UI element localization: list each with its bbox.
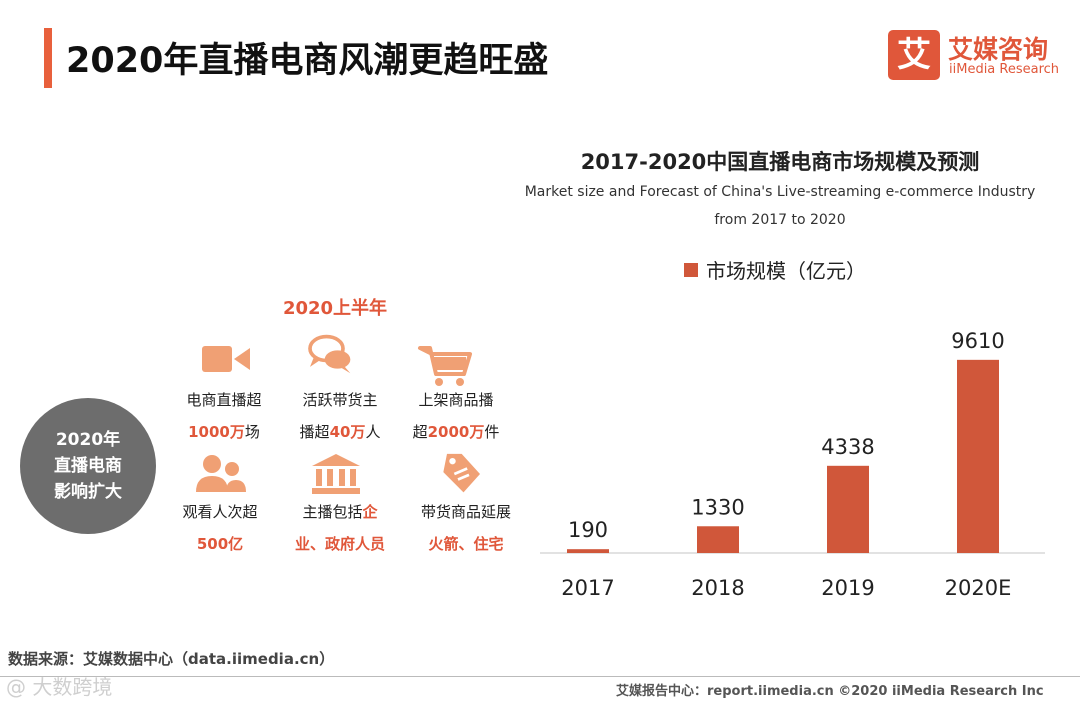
legend-swatch [684, 262, 698, 277]
stat-line2: 1000万场 [164, 416, 284, 448]
logo-name-en: iiMedia Research [949, 62, 1060, 77]
stat-line1: 主播包括企 [280, 496, 400, 528]
stat-line2: 超2000万件 [396, 416, 516, 448]
footer-divider [0, 676, 1080, 677]
chart-title: 2017-2020中国直播电商市场规模及预测 [580, 150, 980, 174]
summary-circle: 2020年 直播电商 影响扩大 [20, 398, 156, 534]
stat-host-types: 主播包括企业、政府人员 [280, 496, 400, 560]
stat-views: 观看人次超 500亿 [160, 496, 280, 560]
stat-line2: 火箭、住宅 [406, 528, 526, 560]
stat-text: 超 [412, 423, 428, 441]
legend-label: 市场规模（亿元） [706, 259, 866, 283]
stat-text: 活跃带货主 [302, 391, 378, 409]
stat-text: 件 [484, 423, 500, 441]
stat-active-hosts: 活跃带货主播超40万人 [280, 384, 400, 448]
stat-highlight: 500亿 [196, 535, 244, 553]
stat-line2: 业、政府人员 [280, 528, 400, 560]
bar-2019 [827, 465, 869, 553]
page-title: 2020年直播电商风潮更趋旺盛 [66, 41, 549, 81]
x-tick-label-2019: 2019 [821, 576, 874, 600]
stat-highlight: 企 [362, 503, 378, 521]
stat-highlight: 2000万 [427, 423, 485, 441]
x-tick-label-2017: 2017 [561, 576, 614, 600]
stat-listed-products: 上架商品播超2000万件 [396, 384, 516, 448]
stat-highlight: 火箭、住宅 [428, 535, 504, 553]
stat-text: 场 [244, 423, 260, 441]
stat-line1: 观看人次超 [160, 496, 280, 528]
video-camera-icon [202, 346, 250, 372]
chart-subtitle-line1: Market size and Forecast of China's Live… [524, 184, 1036, 200]
data-label-2018: 1330 [691, 495, 744, 519]
stat-highlight: 1000万 [188, 423, 245, 441]
chart-subtitle-line2: from 2017 to 2020 [714, 212, 846, 228]
data-source: 数据来源：艾媒数据中心（data.iimedia.cn） [8, 650, 335, 668]
iimedia-logo: 艾 艾媒咨询 iiMedia Research [888, 30, 1063, 82]
title-accent-bar [44, 28, 52, 88]
stat-text: 上架商品播 [418, 391, 494, 409]
circle-line: 直播电商 [54, 456, 122, 476]
circle-line: 影响扩大 [54, 482, 122, 502]
users-icon [196, 455, 246, 492]
stat-product-range: 带货商品延展 火箭、住宅 [406, 496, 526, 560]
footer-copyright: 艾媒报告中心：report.iimedia.cn ©2020 iiMedia R… [616, 684, 1044, 699]
stat-text: 人 [365, 423, 381, 441]
stat-line1: 带货商品延展 [406, 496, 526, 528]
stat-text: 主播包括 [302, 503, 363, 521]
x-tick-label-2020E: 2020E [945, 576, 1012, 600]
stat-line1: 活跃带货主 [280, 384, 400, 416]
stat-line1: 上架商品播 [396, 384, 516, 416]
government-building-icon [312, 454, 360, 494]
data-label-2017: 190 [568, 518, 608, 542]
bar-2018 [697, 526, 739, 553]
logo-mark: 艾 [888, 30, 940, 80]
price-tag-icon [443, 453, 480, 493]
stat-highlight: 业、政府人员 [294, 535, 385, 553]
stat-text: 播超 [299, 423, 330, 441]
bar-2017 [567, 549, 609, 553]
logo-name-cn: 艾媒咨询 [948, 35, 1049, 64]
stat-highlight: 40万 [329, 423, 366, 441]
chart-legend: 市场规模（亿元） [684, 255, 866, 283]
shopping-cart-icon [418, 346, 472, 386]
x-tick-label-2018: 2018 [691, 576, 744, 600]
bar-2020E [957, 359, 999, 553]
circle-line: 2020年 [55, 430, 121, 450]
stat-text: 观看人次超 [182, 503, 258, 521]
stat-text: 电商直播超 [186, 391, 262, 409]
stat-line2: 500亿 [160, 528, 280, 560]
bar-chart: 190 2017 1330 2018 4338 2019 9610 2020E [540, 329, 1045, 600]
data-label-2020E: 9610 [951, 329, 1004, 353]
data-label-2019: 4338 [821, 435, 874, 459]
stat-live-sessions: 电商直播超 1000万场 [164, 384, 284, 448]
watermark: @ 大数跨境 [6, 675, 113, 699]
period-label: 2020上半年 [282, 298, 388, 319]
stat-line2: 播超40万人 [280, 416, 400, 448]
stat-line1: 电商直播超 [164, 384, 284, 416]
chat-bubbles-icon [308, 334, 351, 374]
stat-text: 带货商品延展 [420, 503, 511, 521]
